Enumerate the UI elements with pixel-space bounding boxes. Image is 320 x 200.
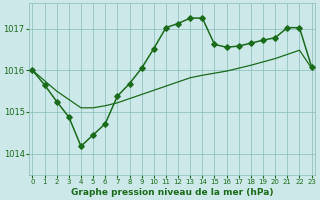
X-axis label: Graphe pression niveau de la mer (hPa): Graphe pression niveau de la mer (hPa) <box>71 188 273 197</box>
